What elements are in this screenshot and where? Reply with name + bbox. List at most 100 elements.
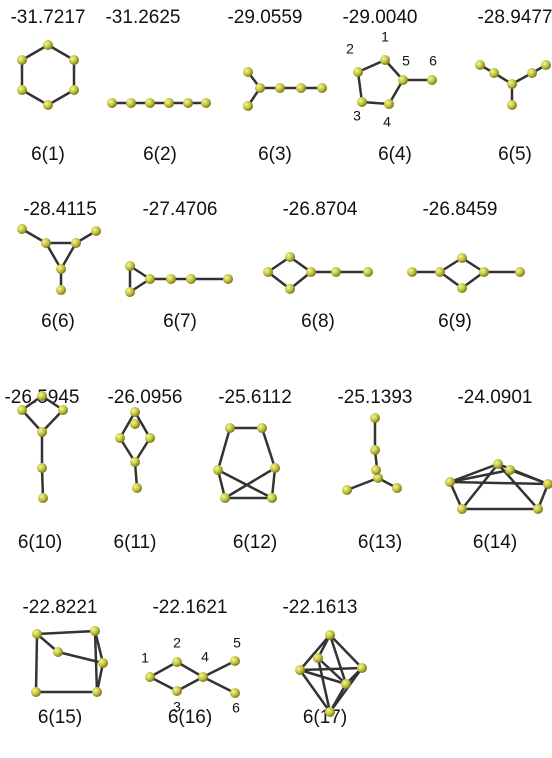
atom [130, 457, 140, 467]
atom-number: 4 [201, 649, 209, 665]
atom [225, 423, 235, 433]
atom [31, 687, 41, 697]
atom [380, 55, 390, 65]
atom [243, 67, 253, 77]
energy: -28.9477 [477, 7, 552, 28]
atom [17, 405, 27, 415]
atom [17, 55, 27, 65]
atom [56, 264, 66, 274]
atom [107, 98, 117, 108]
atom [37, 391, 47, 401]
atom [243, 101, 253, 111]
atom [17, 224, 27, 234]
atom [295, 665, 305, 675]
atom [164, 98, 174, 108]
structure-label: 6(13) [358, 532, 402, 553]
atom [384, 99, 394, 109]
atom [505, 465, 515, 475]
atom [220, 493, 230, 503]
atom [392, 483, 402, 493]
structure-label: 6(10) [18, 532, 62, 553]
atom [363, 267, 373, 277]
energy: -29.0040 [342, 7, 417, 28]
atom [183, 98, 193, 108]
atom-number: 5 [233, 635, 241, 651]
atom [53, 647, 63, 657]
structure-label: 6(6) [41, 311, 75, 332]
structure-label: 6(2) [143, 144, 177, 165]
atom [457, 283, 467, 293]
atom-number: 5 [402, 53, 410, 69]
atom [341, 679, 351, 689]
atom [543, 479, 552, 489]
atom [186, 274, 196, 284]
atom-number: 2 [173, 635, 181, 651]
structure-label: 6(14) [473, 532, 517, 553]
figure: -31.72176(1)-31.26256(2)-29.05596(3)-29.… [0, 0, 552, 758]
energy: -22.1621 [152, 597, 227, 618]
atom [38, 493, 48, 503]
atom [91, 226, 101, 236]
atom [145, 672, 155, 682]
atom [317, 83, 327, 93]
atom-number: 6 [429, 53, 437, 69]
bond [450, 482, 548, 484]
atom [90, 626, 100, 636]
atom [353, 67, 363, 77]
energy: -25.6112 [218, 387, 292, 408]
atom [58, 405, 68, 415]
atom [489, 68, 499, 78]
atom [306, 267, 316, 277]
atom [457, 504, 467, 514]
atom [130, 419, 140, 429]
energy: -31.7217 [10, 7, 85, 28]
structure-label: 6(15) [38, 707, 82, 728]
energy: -25.1393 [337, 387, 412, 408]
atom [357, 97, 367, 107]
atom [370, 413, 380, 423]
bond [218, 428, 230, 470]
atom [255, 83, 265, 93]
atom [325, 630, 335, 640]
atom [457, 253, 467, 263]
atom [507, 100, 517, 110]
atom [230, 688, 240, 698]
atom [371, 465, 381, 475]
atom [357, 663, 367, 673]
atom-number: 3 [173, 699, 181, 715]
atom [541, 60, 551, 70]
atom [145, 433, 155, 443]
atom [71, 238, 81, 248]
atom [145, 98, 155, 108]
bond [203, 677, 235, 693]
atom [125, 261, 135, 271]
atom [126, 98, 136, 108]
atom [230, 656, 240, 666]
atom [427, 75, 437, 85]
atom [445, 477, 455, 487]
energy: -22.8221 [22, 597, 97, 618]
structure-label: 6(5) [498, 144, 532, 165]
atom [257, 423, 267, 433]
bond [262, 428, 275, 468]
energy: -27.4706 [142, 199, 217, 220]
atom [398, 75, 408, 85]
atom [213, 465, 223, 475]
energy: -31.2625 [105, 7, 180, 28]
atom [493, 459, 503, 469]
bond [510, 470, 548, 484]
atom [198, 672, 208, 682]
structure-label: 6(12) [233, 532, 277, 553]
energy: -26.0956 [107, 387, 182, 408]
atom [285, 284, 295, 294]
atom [92, 687, 102, 697]
structure-label: 6(11) [114, 532, 157, 553]
atom [172, 657, 182, 667]
atom-number: 1 [381, 29, 389, 45]
atom [17, 85, 27, 95]
atom [43, 40, 53, 50]
atom [69, 85, 79, 95]
atom [435, 267, 445, 277]
atom [263, 267, 273, 277]
atom [270, 463, 280, 473]
